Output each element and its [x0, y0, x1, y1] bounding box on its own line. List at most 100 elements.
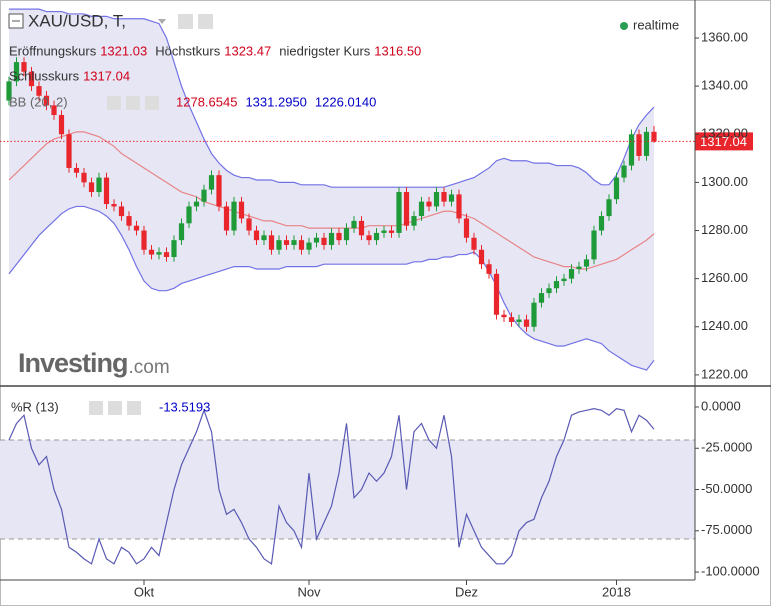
candle-body: [28, 71, 35, 87]
candle-body: [546, 288, 552, 294]
close-icon[interactable]: [145, 96, 159, 110]
x-tick-label: Dez: [455, 584, 478, 599]
band-readout: 1278.6545: [176, 94, 237, 109]
x-tick-label: 2018: [602, 584, 631, 599]
settings-icon[interactable]: [108, 401, 122, 415]
y-tick-label: -75.0000: [701, 522, 752, 537]
candle-body: [606, 199, 612, 217]
candle-body: [516, 319, 522, 322]
readout-label: Höchstkurs: [155, 43, 221, 58]
readout-value: 1316.50: [374, 43, 421, 58]
y-tick-label: 1260.00: [701, 270, 748, 285]
candle-body: [223, 206, 230, 231]
readout-label: Eröffnungskurs: [9, 43, 97, 58]
candle-body: [343, 228, 350, 241]
y-tick-label: 1300.00: [701, 174, 748, 189]
candle-body: [148, 249, 155, 255]
candle-body: [583, 259, 590, 267]
candle-body: [366, 235, 372, 241]
eye-icon[interactable]: [178, 14, 193, 29]
candle-body: [253, 230, 260, 241]
candle-body: [306, 242, 312, 250]
dropdown-arrow[interactable]: [158, 19, 166, 24]
candle-body: [313, 237, 320, 243]
y-tick-label: 1280.00: [701, 222, 748, 237]
eye-icon[interactable]: [107, 96, 121, 110]
last-price-label: 1317.04: [700, 134, 747, 149]
candle-body: [493, 273, 500, 315]
y-tick-label: -25.0000: [701, 440, 752, 455]
settings-icon[interactable]: [198, 14, 213, 29]
candle-body: [568, 269, 575, 279]
candle-body: [553, 281, 560, 289]
watermark: Investing: [18, 348, 128, 378]
y-tick-label: 1220.00: [701, 366, 748, 381]
candle-body: [651, 131, 657, 142]
candle-body: [283, 240, 290, 245]
candle-body: [261, 235, 267, 241]
candle-body: [403, 192, 410, 226]
y-tick-label: 1340.00: [701, 78, 748, 93]
watermark: .com: [129, 357, 170, 378]
candle-body: [591, 230, 597, 260]
candle-body: [171, 240, 177, 257]
candle-body: [456, 194, 462, 219]
close-icon[interactable]: [127, 401, 141, 415]
band-line: [8, 205, 655, 371]
candle-body: [276, 240, 282, 250]
price-panel: [6, 8, 657, 371]
candle-body: [58, 115, 65, 135]
candle-body: [381, 230, 387, 233]
level-band: [0, 440, 695, 540]
candle-body: [636, 134, 642, 156]
candle-body: [246, 218, 252, 231]
candle-body: [178, 223, 185, 241]
candle-body: [471, 237, 477, 250]
eye-icon[interactable]: [89, 401, 103, 415]
candle-body: [621, 165, 627, 178]
y-tick-label: 1240.00: [701, 318, 748, 333]
candle-body: [193, 201, 200, 207]
candle-body: [291, 240, 297, 245]
y-tick-label: 0.0000: [701, 398, 741, 413]
y-tick-label: 1360.00: [701, 29, 748, 44]
candle-body: [66, 134, 72, 168]
candle-body: [186, 206, 192, 224]
candle-body: [598, 216, 605, 231]
candle-body: [388, 230, 395, 233]
readout-value: 1317.04: [83, 68, 130, 83]
candle-body: [486, 264, 492, 274]
candle-body: [268, 235, 275, 250]
candle-body: [88, 182, 95, 193]
indicator-title: %R (13): [11, 399, 59, 414]
candle-body: [351, 220, 357, 229]
x-tick-label: Okt: [134, 584, 155, 599]
candle-body: [126, 216, 132, 226]
y-tick-label: 1320.00: [701, 126, 748, 141]
candle-body: [628, 134, 635, 166]
candle-body: [336, 232, 342, 241]
readout-value: 1323.47: [224, 43, 271, 58]
candle-body: [396, 192, 402, 233]
candle-body: [133, 225, 140, 231]
candle-body: [643, 131, 650, 156]
candle-body: [201, 189, 207, 202]
candle-body: [426, 201, 432, 207]
candle-body: [96, 177, 102, 193]
band-readout: 1331.2950: [245, 94, 306, 109]
candle-body: [508, 317, 515, 322]
candle-body: [118, 206, 125, 217]
candle-body: [523, 319, 530, 327]
settings-icon[interactable]: [126, 96, 140, 110]
indicator-panel: [0, 407, 695, 565]
candle-body: [6, 81, 12, 101]
candle-body: [418, 201, 425, 217]
candle-body: [373, 232, 380, 241]
candle-body: [36, 86, 42, 96]
readout-label: Schlusskurs: [9, 68, 80, 83]
candle-body: [613, 177, 620, 200]
candle-body: [298, 240, 305, 250]
band-line: [9, 8, 655, 188]
candle-body: [208, 175, 215, 190]
